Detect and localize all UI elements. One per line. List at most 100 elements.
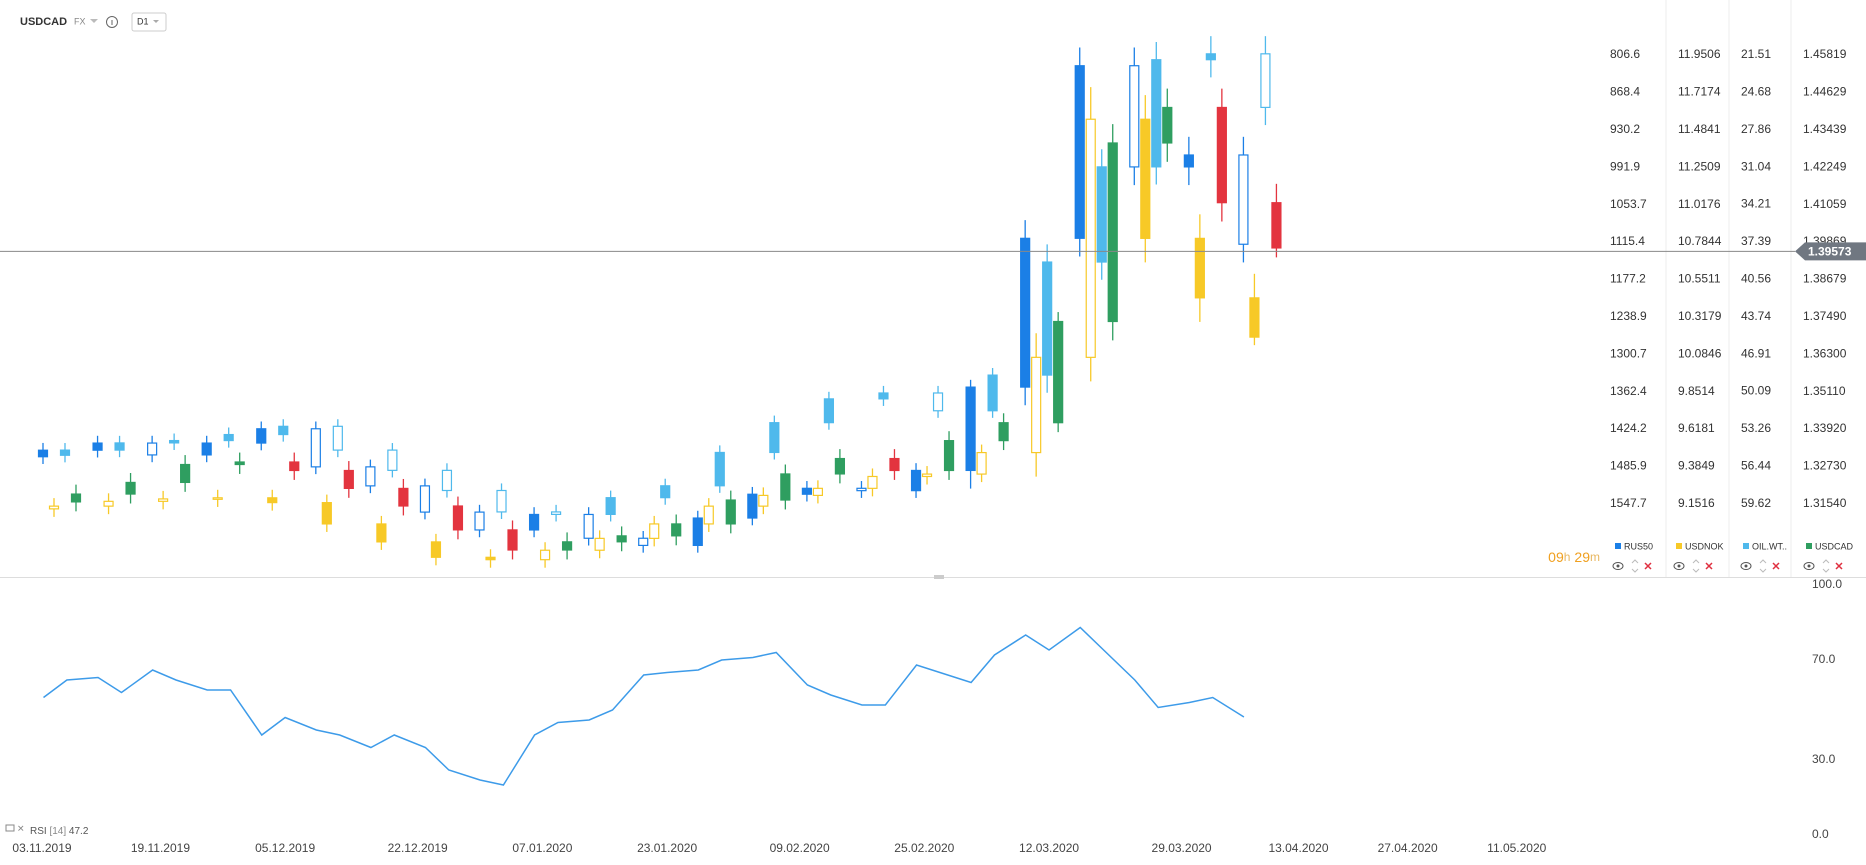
order-icon[interactable] — [1692, 559, 1700, 573]
candle-body — [452, 505, 464, 531]
y-tick-label: 11.9506 — [1678, 47, 1721, 61]
interval[interactable]: D1 — [137, 16, 149, 26]
order-icon[interactable] — [1822, 559, 1830, 573]
y-tick-label: 10.5511 — [1678, 272, 1721, 286]
candle-body — [485, 556, 496, 561]
y-tick-label: 1115.4 — [1610, 234, 1645, 248]
dropdown-arrow[interactable] — [90, 19, 98, 23]
candle-body — [660, 485, 671, 499]
series-0 — [37, 47, 1249, 553]
candle-body — [223, 433, 234, 442]
order-icon[interactable] — [1759, 559, 1767, 573]
eye-icon[interactable] — [1803, 562, 1815, 570]
y-tick-label: 11.4841 — [1678, 122, 1721, 136]
candle-body — [834, 457, 846, 475]
y-tick-label: 59.62 — [1741, 496, 1771, 510]
y-tick-label: 1053.7 — [1610, 197, 1647, 211]
y-tick-label: 11.0176 — [1678, 197, 1721, 211]
y-tick-label: 1.36300 — [1803, 346, 1847, 360]
candle-body — [180, 463, 191, 484]
candle-body — [878, 392, 889, 400]
x-tick-label: 05.12.2019 — [255, 841, 315, 855]
candle-body — [387, 449, 398, 471]
legend-label[interactable]: OIL.WT.. — [1752, 541, 1787, 551]
y-tick-label: 1.32730 — [1803, 459, 1847, 473]
x-tick-label: 13.04.2020 — [1268, 841, 1328, 855]
y-tick-label: 43.74 — [1741, 309, 1771, 323]
y-tick-label: 868.4 — [1610, 85, 1640, 99]
candle-body — [987, 374, 998, 412]
y-tick-label: 27.86 — [1741, 122, 1771, 136]
candle-body — [70, 493, 82, 503]
y-tick-label: 10.0846 — [1678, 346, 1722, 360]
candle-body — [1096, 166, 1107, 263]
eye-icon[interactable] — [1740, 562, 1752, 570]
remove-icon[interactable] — [1835, 562, 1843, 570]
candle-body — [649, 523, 660, 539]
candle-body — [158, 498, 169, 502]
legend-label[interactable]: USDCAD — [1815, 541, 1854, 551]
info-icon[interactable] — [106, 16, 118, 28]
legend-label[interactable]: USDNOK — [1685, 541, 1724, 551]
candle-body — [234, 461, 245, 466]
remove-icon[interactable] — [1644, 562, 1652, 570]
y-tick-label: 1300.7 — [1610, 346, 1647, 360]
order-icon[interactable] — [1631, 559, 1639, 573]
candle-body — [823, 398, 835, 424]
y-tick-label: 1.45819 — [1803, 47, 1847, 61]
candle-body — [671, 523, 682, 537]
candle-body — [419, 485, 431, 513]
candle-body — [725, 499, 736, 525]
indicator-icon[interactable] — [5, 824, 15, 832]
y-tick-label: 9.1516 — [1678, 496, 1715, 510]
y-tick-label: 930.2 — [1610, 122, 1640, 136]
legend-swatch — [1615, 543, 1621, 549]
remove-icon[interactable] — [1705, 562, 1713, 570]
candle-body — [256, 428, 267, 444]
candle-body — [638, 537, 649, 547]
x-tick-label: 29.03.2020 — [1152, 841, 1212, 855]
pane-handle[interactable] — [934, 575, 944, 579]
candle-body — [616, 535, 627, 543]
y-tick-label: 11.7174 — [1678, 85, 1721, 99]
candle-body — [48, 505, 60, 510]
candle-body — [1271, 202, 1282, 249]
eye-pupil — [1744, 564, 1748, 568]
y-tick-label: 1485.9 — [1610, 459, 1647, 473]
remove-icon[interactable] — [1772, 562, 1780, 570]
x-tick-label: 19.11.2019 — [131, 841, 190, 855]
candle-body — [1162, 106, 1173, 144]
candle-body — [1249, 297, 1260, 338]
y-tick-label: 1547.7 — [1610, 496, 1647, 510]
indicator-close[interactable]: ✕ — [17, 823, 25, 833]
candle-body — [932, 392, 944, 412]
x-tick-label: 03.11.2019 — [12, 841, 71, 855]
x-tick-label: 07.01.2020 — [512, 841, 572, 855]
market[interactable]: FX — [74, 16, 86, 26]
interval-box[interactable] — [131, 12, 167, 32]
candle-timer: 09h 29m — [1548, 549, 1600, 565]
last-price-box — [1795, 242, 1866, 261]
legend-label[interactable]: RUS50 — [1624, 541, 1653, 551]
candle-body — [1194, 237, 1205, 299]
candle-body — [1085, 118, 1096, 358]
y-tick-label: 56.44 — [1741, 459, 1771, 473]
y-tick-label: 9.3849 — [1678, 459, 1715, 473]
candle-body — [976, 451, 987, 475]
eye-icon[interactable] — [1612, 562, 1624, 570]
eye-icon[interactable] — [1673, 562, 1685, 570]
candle-body — [365, 466, 376, 487]
candle-body — [1042, 261, 1053, 376]
x-tick-label: 12.03.2020 — [1019, 841, 1079, 855]
symbol: USDCAD — [20, 16, 67, 28]
legend-swatch — [1676, 543, 1682, 549]
rsi-tick-label: 100.0 — [1812, 577, 1842, 591]
candle-body — [92, 442, 103, 451]
y-tick-label: 1.37490 — [1803, 309, 1847, 323]
candle-body — [1129, 65, 1140, 168]
candle-body — [37, 449, 49, 458]
candle-body — [125, 481, 136, 495]
candle-body — [332, 425, 343, 451]
y-tick-label: 40.56 — [1741, 272, 1771, 286]
